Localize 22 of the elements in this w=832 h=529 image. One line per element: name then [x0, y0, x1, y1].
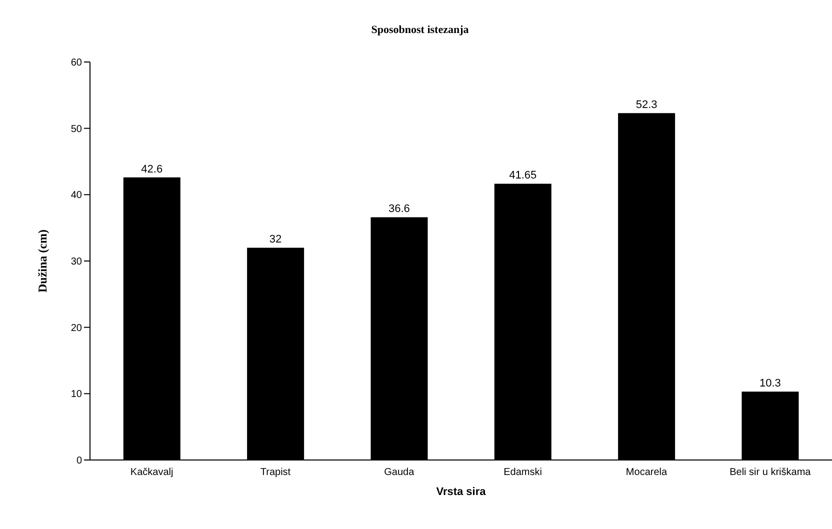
x-tick-label: Trapist [260, 467, 291, 478]
y-tick-label: 40 [70, 190, 82, 202]
y-axis-title: Dužina (cm) [35, 230, 50, 292]
x-tick-label: Kačkavalj [130, 467, 174, 478]
data-label: 36.6 [388, 203, 410, 216]
x-tick-label: Gauda [384, 467, 415, 478]
x-tick-label: Edamski [504, 467, 542, 478]
y-tick-label: 50 [70, 124, 82, 135]
x-axis-title: Vrsta sira [436, 486, 487, 498]
data-label: 32 [269, 234, 282, 246]
chart-title: Sposobnost istezanja [370, 24, 470, 36]
x-tick-label: Mocarela [626, 467, 668, 478]
y-tick-label: 10 [70, 389, 82, 400]
y-tick-label: 20 [70, 322, 82, 334]
y-tick-label: 0 [76, 456, 82, 467]
data-label: 10.3 [760, 378, 781, 390]
x-tick-label: Beli sir u kriškama [730, 467, 812, 478]
data-label: 42.6 [141, 163, 163, 176]
data-label: 52.3 [636, 99, 658, 112]
y-tick-label: 30 [70, 256, 82, 268]
y-tick-label: 60 [70, 58, 82, 69]
data-label: 41.65 [509, 170, 537, 182]
